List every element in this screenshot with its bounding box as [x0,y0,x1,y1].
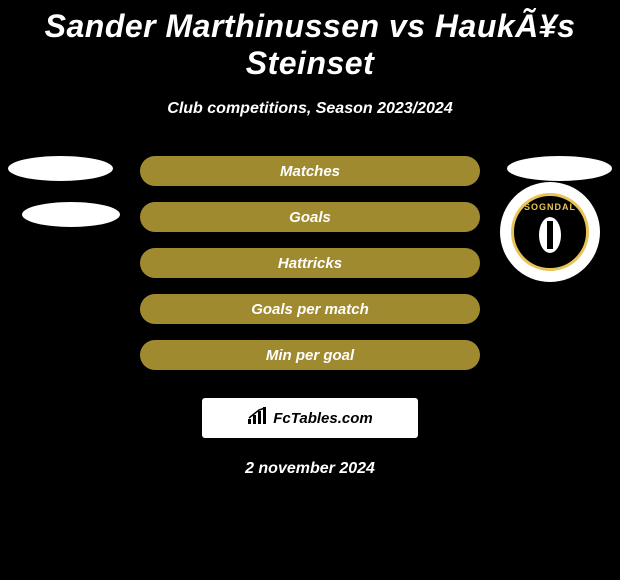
bar-pill: Min per goal [140,340,480,370]
infographic-root: Sander Marthinussen vs HaukÃ¥s Steinset … [0,0,620,478]
bar-row-goals-per-match: Goals per match [0,294,620,340]
bar-row-hattricks: Hattricks [0,248,620,294]
right-value-oval [507,156,612,181]
bar-pill: Goals [140,202,480,232]
bar-row-min-per-goal: Min per goal [0,340,620,386]
comparison-bars: Matches Goals SOGNDAL Hattricks Go [0,156,620,386]
left-value-oval [22,202,120,227]
chart-icon [247,407,269,430]
left-value-oval [8,156,113,181]
bar-label: Min per goal [266,347,354,364]
page-title: Sander Marthinussen vs HaukÃ¥s Steinset [0,0,620,82]
page-subtitle: Club competitions, Season 2023/2024 [0,100,620,118]
bar-pill: Hattricks [140,248,480,278]
bar-pill: Matches [140,156,480,186]
bar-row-goals: Goals SOGNDAL [0,202,620,248]
bar-label: Matches [280,163,340,180]
club-logo-text: SOGNDAL [524,202,576,212]
bar-label: Hattricks [278,255,342,272]
attribution-text: FcTables.com [273,410,372,427]
bar-pill: Goals per match [140,294,480,324]
bar-label: Goals [289,209,331,226]
date-text: 2 november 2024 [0,460,620,478]
attribution-box: FcTables.com [202,398,418,438]
bar-label: Goals per match [251,301,369,318]
